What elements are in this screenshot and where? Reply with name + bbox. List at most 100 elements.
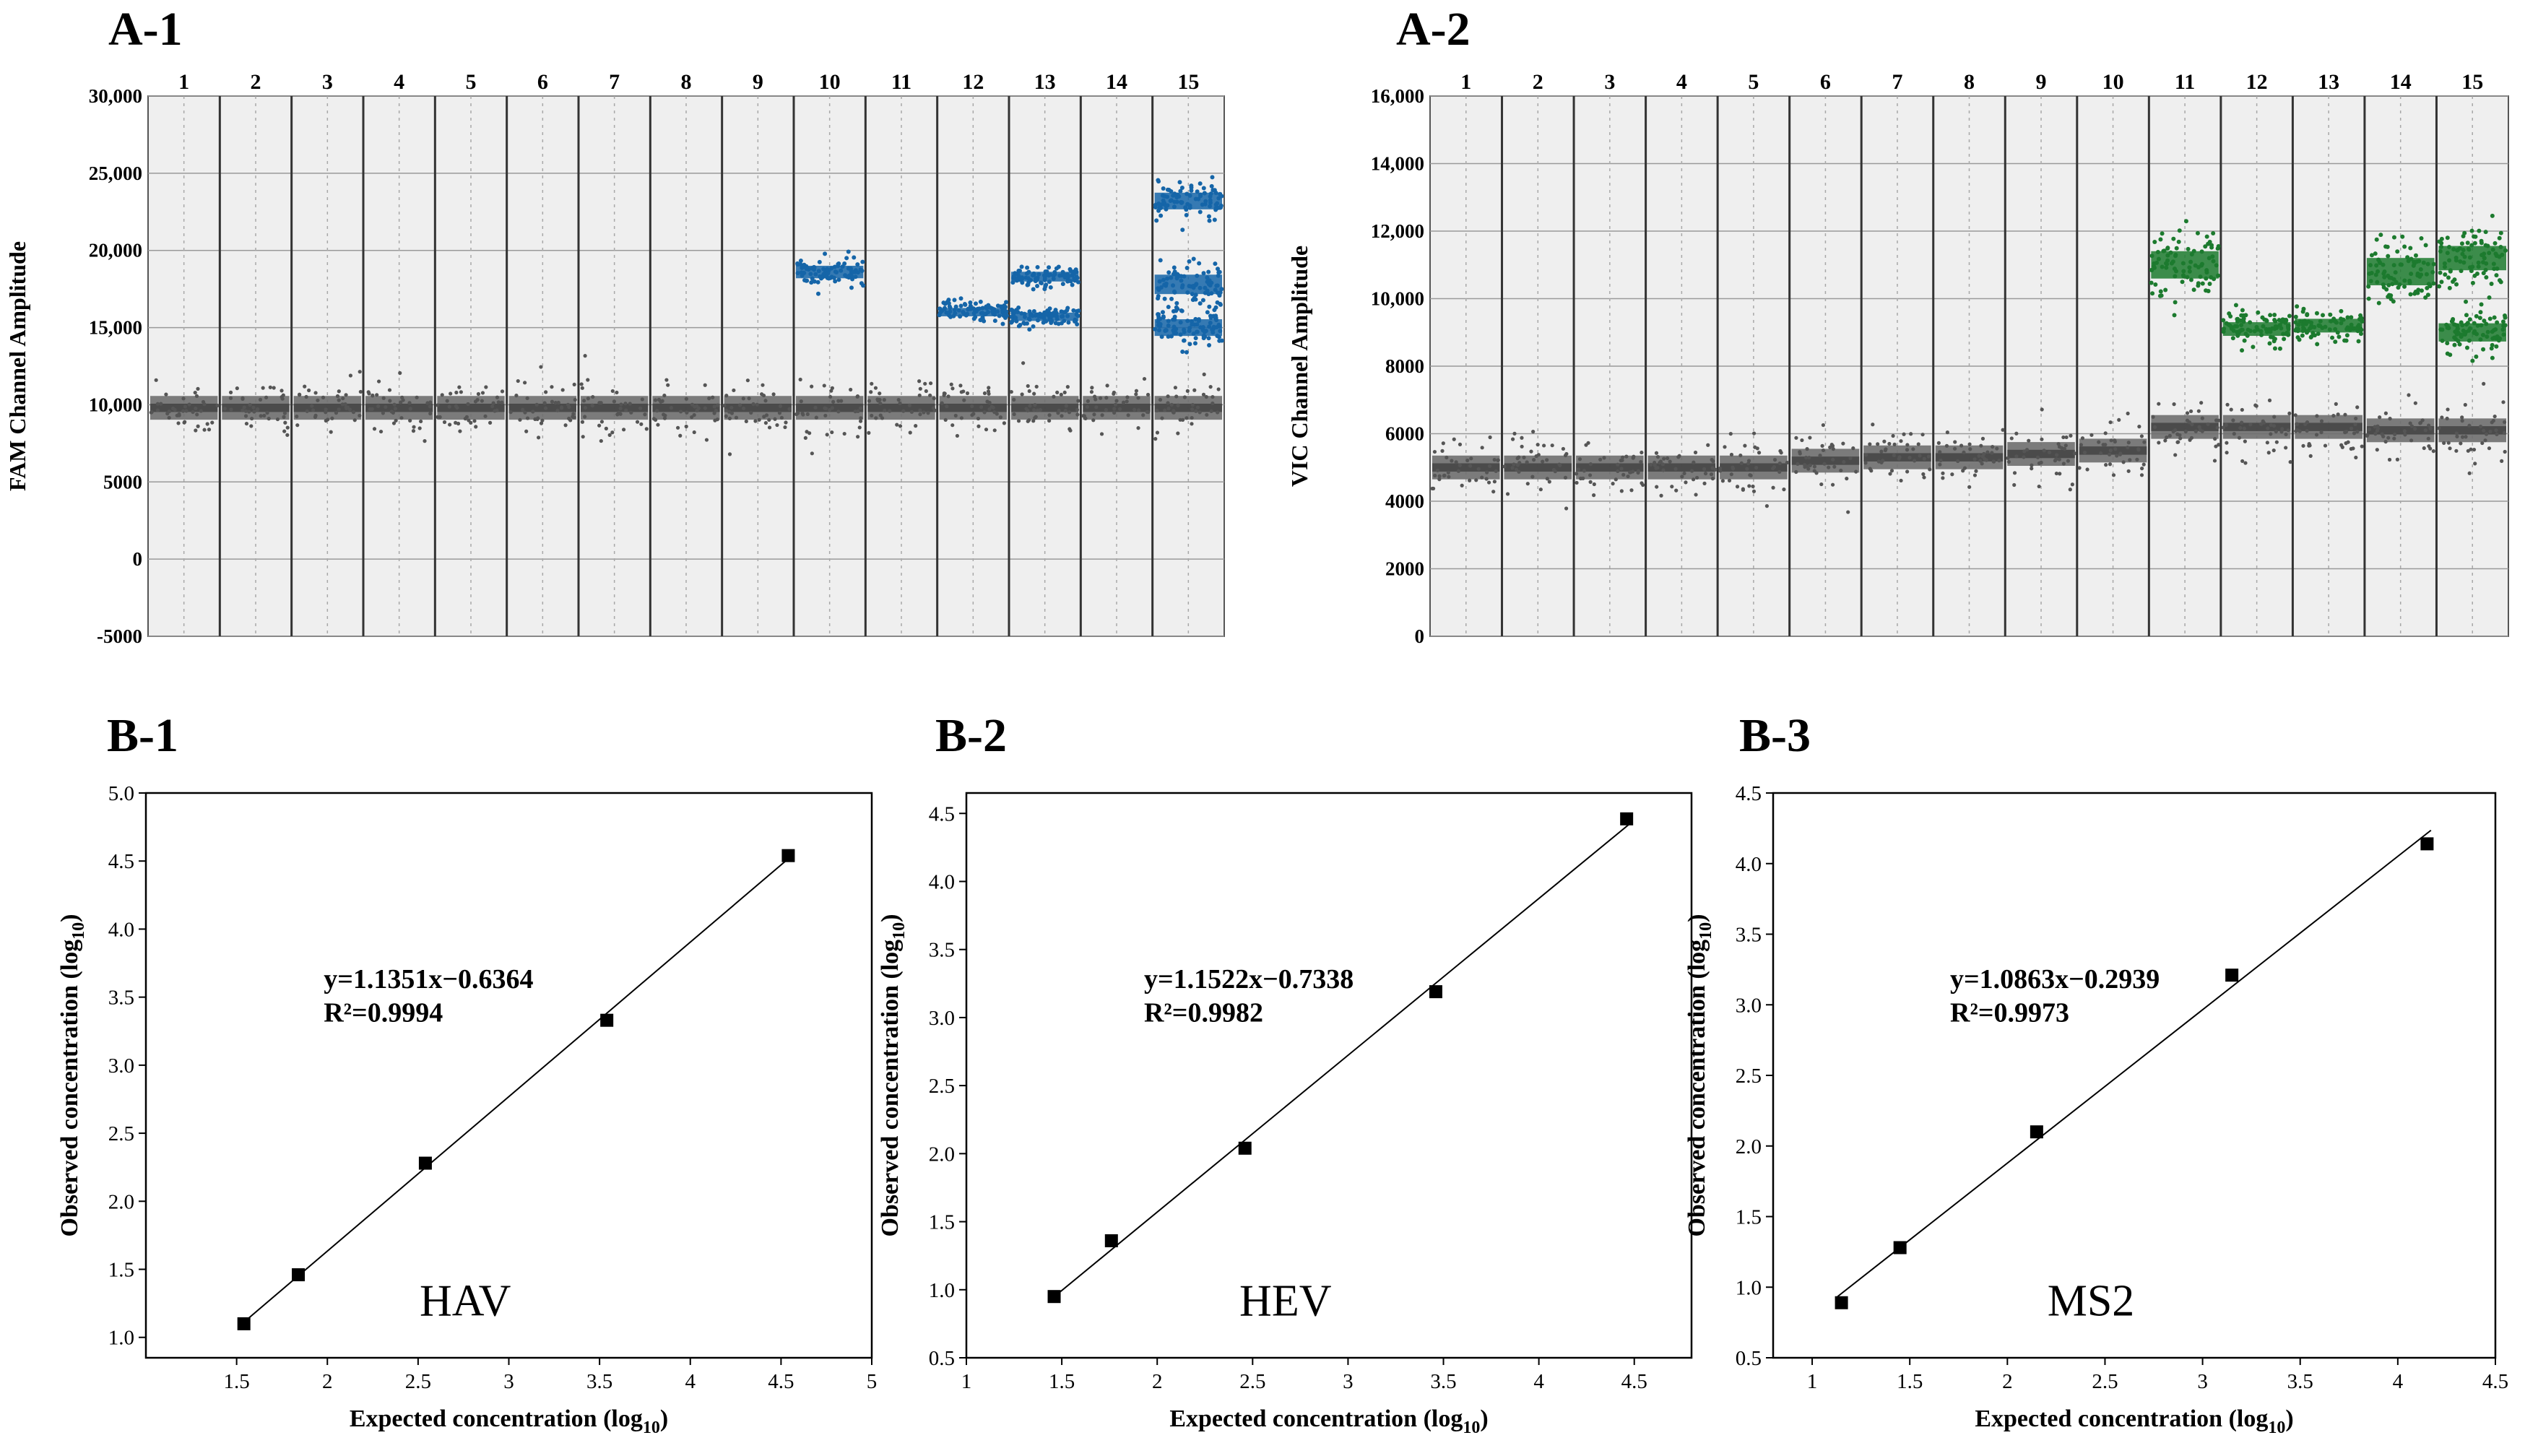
- y-axis-title: Observed concentration (log10): [56, 914, 88, 1236]
- negative-droplet: [2455, 434, 2459, 438]
- negative-droplet: [2006, 456, 2010, 460]
- positive-droplet: [1192, 295, 1197, 300]
- negative-droplet: [1968, 447, 1972, 451]
- positive-droplet: [2457, 246, 2462, 251]
- negative-droplet: [1800, 438, 1804, 443]
- negative-droplet: [1574, 472, 1579, 476]
- positive-droplet: [2330, 335, 2335, 340]
- y-axis-title-subscript: 10: [890, 922, 909, 940]
- negative-droplet: [2266, 451, 2271, 455]
- negative-droplet: [1542, 443, 1546, 448]
- negative-droplet: [1619, 489, 1624, 493]
- negative-droplet: [2266, 426, 2270, 430]
- positive-droplet: [2333, 326, 2338, 332]
- positive-droplet: [1016, 306, 1021, 311]
- negative-droplet: [525, 416, 530, 420]
- negative-droplet: [241, 396, 245, 400]
- negative-droplet: [664, 378, 669, 382]
- negative-droplet: [693, 404, 697, 409]
- negative-droplet: [755, 402, 759, 407]
- positive-droplet: [1203, 285, 1208, 290]
- positive-droplet: [2176, 239, 2181, 244]
- positive-droplet: [815, 291, 820, 296]
- positive-droplet: [2492, 328, 2497, 333]
- y-axis-title: VIC Channel Amplitude: [1286, 246, 1312, 487]
- negative-droplet: [1063, 409, 1067, 413]
- positive-droplet: [1206, 282, 1211, 287]
- positive-droplet: [2442, 261, 2447, 266]
- fit-line: [240, 854, 793, 1326]
- negative-droplet: [712, 404, 716, 409]
- negative-droplet: [1991, 459, 1996, 464]
- positive-droplet: [2463, 330, 2468, 335]
- negative-droplet: [2224, 422, 2228, 428]
- negative-droplet: [2331, 414, 2336, 418]
- y-axis-title-main: Observed concentration (log: [877, 940, 904, 1237]
- positive-droplet: [1182, 274, 1187, 279]
- positive-droplet: [2228, 313, 2233, 318]
- positive-droplet: [948, 314, 953, 319]
- positive-droplet: [2154, 260, 2160, 265]
- positive-droplet: [2242, 338, 2247, 343]
- negative-droplet: [1141, 413, 1145, 417]
- negative-droplet: [1104, 407, 1108, 412]
- negative-droplet-core: [1154, 403, 1222, 412]
- negative-droplet: [2269, 422, 2273, 428]
- lane-label: 14: [2390, 70, 2412, 94]
- x-tick-label: 1: [1807, 1370, 1818, 1393]
- negative-droplet: [987, 407, 992, 412]
- x-axis-title-main: Expected concentration (log: [350, 1405, 643, 1432]
- negative-droplet: [586, 378, 590, 382]
- negative-droplet: [521, 407, 525, 412]
- negative-droplet: [1194, 409, 1198, 413]
- negative-droplet: [1620, 458, 1624, 462]
- negative-droplet: [1502, 464, 1507, 469]
- positive-droplet: [834, 269, 839, 274]
- negative-droplet: [1117, 407, 1122, 411]
- negative-droplet-core: [2295, 422, 2362, 431]
- negative-droplet: [1974, 469, 1978, 473]
- negative-droplet: [2057, 457, 2061, 462]
- negative-droplet: [393, 407, 397, 411]
- positive-droplet: [1218, 191, 1223, 196]
- negative-droplet: [255, 407, 259, 412]
- negative-droplet: [295, 423, 300, 428]
- y-tick-label: 4.5: [108, 850, 134, 873]
- negative-droplet: [1494, 469, 1498, 473]
- negative-droplet: [2068, 488, 2072, 492]
- negative-droplet: [1941, 471, 1945, 475]
- negative-droplet: [2373, 432, 2378, 436]
- positive-droplet: [956, 308, 961, 313]
- x-axis-title-subscript: 10: [1463, 1418, 1480, 1437]
- negative-droplet: [959, 390, 963, 394]
- positive-droplet: [2467, 265, 2472, 270]
- negative-droplet: [556, 400, 560, 405]
- negative-droplet: [2334, 402, 2338, 406]
- negative-droplet: [1868, 442, 1872, 446]
- positive-droplet: [1028, 277, 1033, 282]
- negative-droplet: [536, 436, 541, 440]
- negative-droplet: [1184, 416, 1189, 420]
- negative-droplet: [867, 399, 872, 403]
- positive-droplet: [1196, 196, 1201, 202]
- negative-droplet: [653, 398, 658, 402]
- negative-droplet: [2009, 436, 2014, 441]
- negative-droplet: [761, 383, 765, 387]
- positive-droplet: [2384, 287, 2389, 292]
- negative-droplet: [335, 394, 340, 399]
- negative-droplet: [928, 381, 933, 386]
- negative-droplet: [1190, 415, 1194, 420]
- positive-droplet: [2243, 332, 2248, 337]
- negative-droplet: [599, 438, 603, 443]
- positive-droplet: [1197, 181, 1203, 186]
- negative-droplet: [2062, 446, 2067, 451]
- positive-droplet: [1072, 276, 1077, 281]
- negative-droplet: [675, 425, 680, 430]
- positive-droplet: [808, 272, 813, 277]
- negative-droplet: [1928, 467, 1932, 472]
- positive-droplet: [2368, 279, 2373, 284]
- negative-droplet: [341, 396, 345, 401]
- positive-droplet: [2443, 272, 2448, 277]
- negative-droplet: [1822, 462, 1827, 466]
